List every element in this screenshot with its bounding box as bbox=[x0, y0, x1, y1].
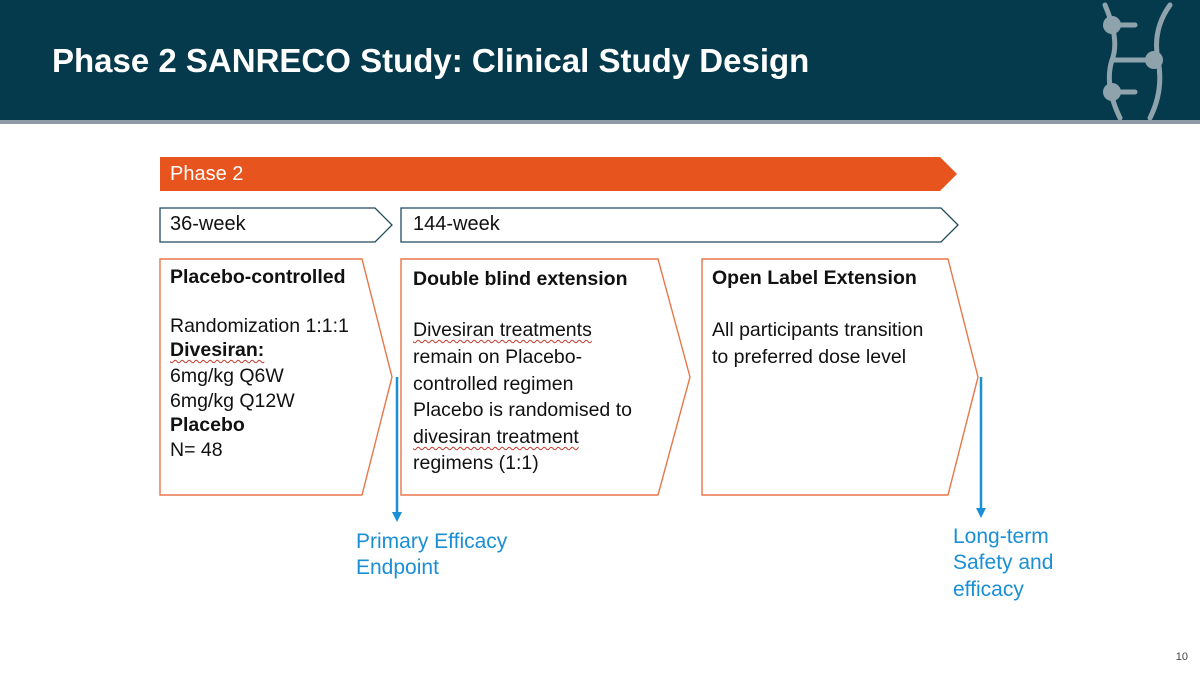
primary-endpoint-arrow-head bbox=[392, 512, 402, 522]
endpoint-line: Primary Efficacy bbox=[356, 530, 508, 553]
box-line: controlled regimen bbox=[413, 373, 574, 395]
box-line: to preferred dose level bbox=[712, 346, 907, 368]
box-line: Divesiran: bbox=[170, 339, 265, 361]
endpoint-line: Safety and bbox=[953, 551, 1054, 574]
page-number: 10 bbox=[1175, 651, 1188, 663]
endpoint-line: Long-term bbox=[953, 525, 1049, 548]
period-label-144-week: 144-week bbox=[413, 213, 500, 235]
endpoint-line: Endpoint bbox=[356, 556, 439, 579]
box-line: regimens (1:1) bbox=[413, 452, 539, 474]
box-placebo-controlled-shape bbox=[159, 258, 393, 496]
box-line: Placebo bbox=[170, 414, 245, 436]
box-line: Randomization 1:1:1 bbox=[170, 315, 349, 337]
phase-bar-label: Phase 2 bbox=[170, 163, 244, 185]
period-arrow-144-week bbox=[400, 207, 959, 243]
box-line: 6mg/kg Q12W bbox=[170, 390, 295, 412]
box-line: remain on Placebo- bbox=[413, 346, 583, 368]
box-line: N= 48 bbox=[170, 439, 223, 461]
phase-bar-arrow bbox=[160, 157, 957, 191]
box-title: Open Label Extension bbox=[712, 267, 917, 289]
box-line: 6mg/kg Q6W bbox=[170, 365, 284, 387]
box-line: divesiran treatment bbox=[413, 426, 579, 448]
box-title: Placebo-controlled bbox=[170, 266, 346, 288]
header-divider bbox=[0, 120, 1200, 124]
company-logo-icon bbox=[1102, 2, 1173, 120]
box-title: Double blind extension bbox=[413, 268, 628, 290]
endpoint-line: efficacy bbox=[953, 578, 1024, 601]
box-line: Divesiran treatments bbox=[413, 319, 592, 341]
slide-title: Phase 2 SANRECO Study: Clinical Study De… bbox=[52, 42, 810, 79]
box-line: Placebo is randomised to bbox=[413, 399, 632, 421]
longterm-endpoint-arrow-head bbox=[976, 508, 986, 518]
period-label-36-week: 36-week bbox=[170, 213, 246, 235]
box-line: All participants transition bbox=[712, 319, 924, 341]
period-arrow-36-week bbox=[159, 207, 393, 243]
box-double-blind-shape bbox=[400, 258, 691, 496]
box-open-label-shape bbox=[701, 258, 979, 496]
header-bar: Phase 2 SANRECO Study: Clinical Study De… bbox=[0, 0, 1200, 120]
